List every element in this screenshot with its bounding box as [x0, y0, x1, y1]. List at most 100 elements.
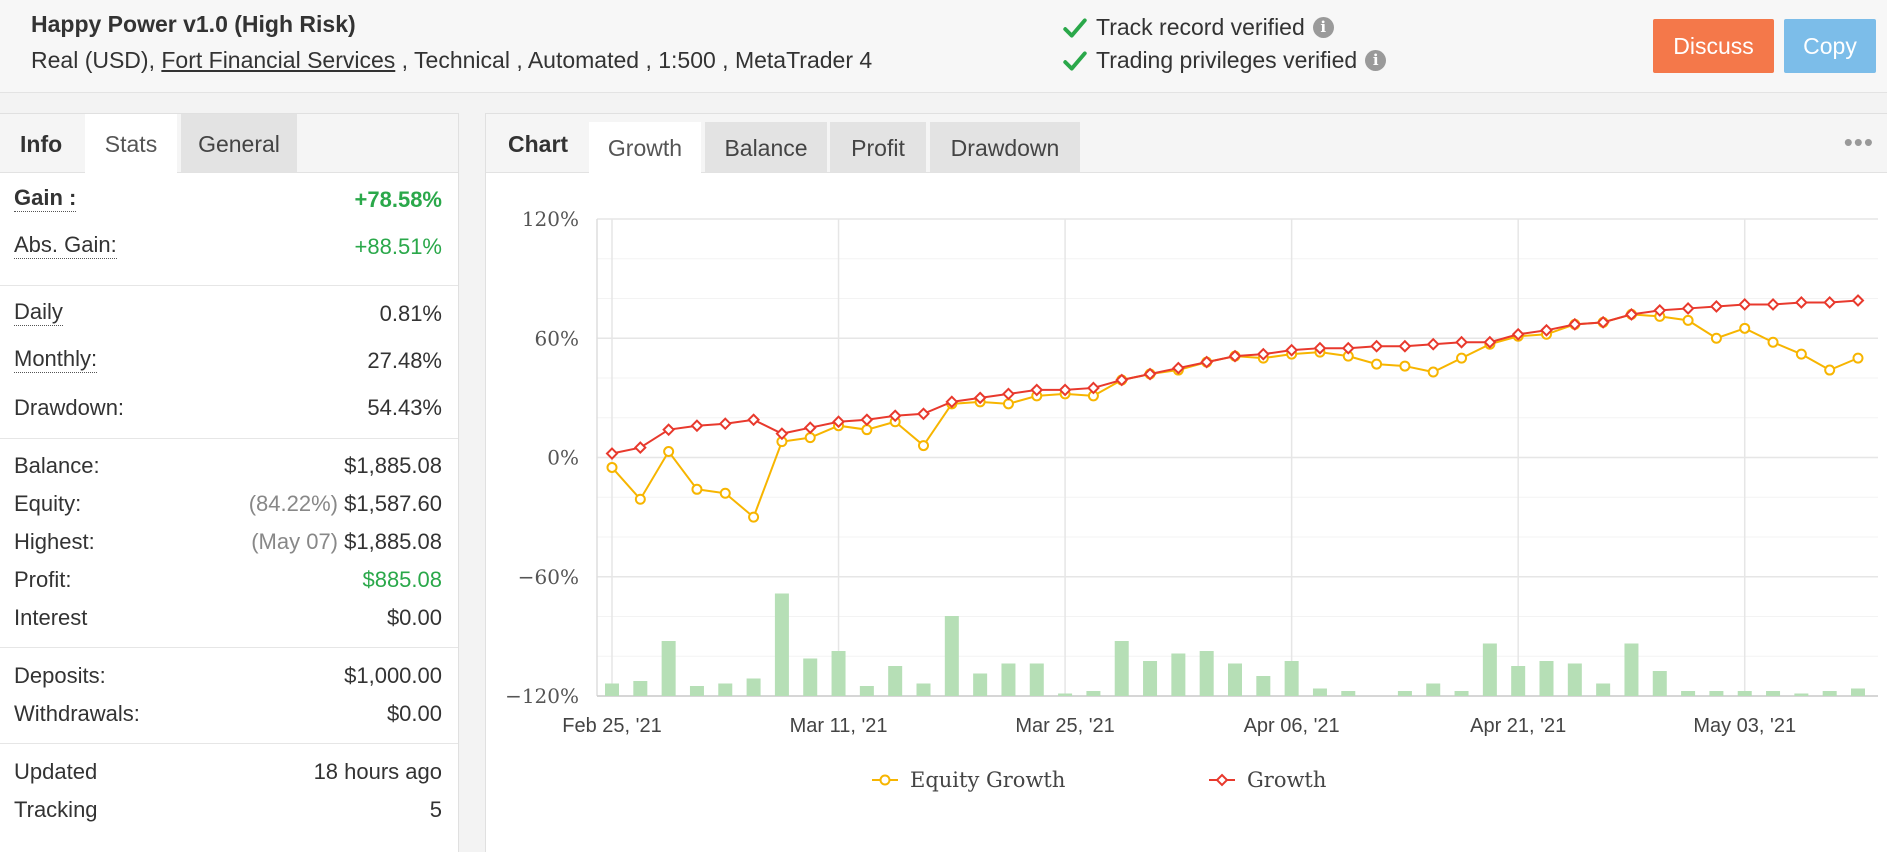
- growth-point: [1115, 373, 1129, 387]
- info-icon[interactable]: i: [1365, 50, 1387, 71]
- equity-growth-point: [1427, 366, 1439, 378]
- withdrawals-value: $0.00: [386, 701, 442, 726]
- stat-profit: Profit: $885.08: [14, 565, 442, 595]
- tab-profit[interactable]: Profit: [830, 122, 926, 172]
- volume-bar: [1851, 688, 1865, 696]
- growth-point: [1228, 349, 1242, 363]
- volume-bar: [1001, 663, 1016, 696]
- monthly-label[interactable]: Monthly:: [14, 346, 98, 373]
- growth-point: [1171, 361, 1185, 375]
- tab-growth[interactable]: Growth: [589, 122, 701, 173]
- profit-label: Profit:: [14, 567, 72, 592]
- profit-value: $885.08: [362, 567, 442, 592]
- equity-growth-point: [1710, 332, 1722, 344]
- growth-point: [775, 427, 789, 441]
- volume-bar: [1228, 663, 1242, 696]
- deposits-value: $1,000.00: [344, 663, 442, 688]
- gain-label[interactable]: Gain :: [14, 185, 77, 212]
- growth-point: [1426, 337, 1440, 351]
- tracking-label: Tracking: [14, 797, 98, 822]
- stats-tabs: Info Stats General: [0, 114, 458, 173]
- growth-point: [1851, 294, 1865, 307]
- x-tick-label: Apr 21, '21: [1470, 715, 1566, 737]
- volume-bar: [1426, 683, 1441, 696]
- volume-bar: [888, 666, 903, 696]
- stat-balance: Balance: $1,885.08: [14, 451, 442, 481]
- tab-balance[interactable]: Balance: [705, 122, 827, 172]
- growth-point: [1766, 298, 1780, 311]
- volume-bar: [1709, 691, 1724, 696]
- tab-general[interactable]: General: [181, 114, 297, 172]
- checkmark-icon: [1063, 17, 1087, 38]
- balance-value: $1,885.08: [344, 453, 442, 478]
- volume-bar: [1539, 661, 1554, 696]
- stat-deposits: Deposits: $1,000.00: [14, 661, 442, 691]
- stat-equity: Equity: (84.22%) $1,587.60: [14, 489, 442, 519]
- legend-marker: [1215, 773, 1229, 787]
- volume-bar: [774, 593, 789, 696]
- equity-growth-point: [719, 487, 731, 499]
- discuss-button[interactable]: Discuss: [1653, 19, 1774, 73]
- equity-growth-point: [1399, 360, 1411, 372]
- growth-point: [1681, 302, 1695, 315]
- y-tick-label: 0%: [547, 446, 579, 470]
- volume-bar: [1511, 666, 1526, 696]
- growth-point: [1709, 300, 1723, 313]
- stat-monthly: Monthly: 27.48%: [14, 346, 442, 376]
- divider: [0, 438, 458, 439]
- copy-button[interactable]: Copy: [1784, 19, 1876, 73]
- volume-bar: [1482, 643, 1497, 696]
- track-record-label: Track record verified: [1096, 14, 1305, 40]
- volume-bar: [1454, 691, 1469, 696]
- equity-growth-point: [804, 432, 816, 444]
- info-icon[interactable]: i: [1312, 17, 1334, 38]
- growth-point: [1511, 327, 1525, 341]
- volume-bar: [605, 683, 619, 696]
- equity-growth-point: [606, 461, 618, 473]
- deposits-label: Deposits:: [14, 663, 106, 688]
- equity-label: Equity:: [14, 491, 82, 516]
- stats-panel: Info Stats General Gain : +78.58% Abs. G…: [0, 113, 459, 852]
- volume-bar: [803, 658, 818, 696]
- volume-bar: [689, 686, 704, 696]
- volume-bar: [859, 686, 874, 696]
- volume-bar: [1058, 693, 1073, 696]
- x-tick-label: Apr 06, '21: [1244, 715, 1340, 737]
- legend-label: Equity Growth: [910, 768, 1065, 792]
- daily-label[interactable]: Daily: [14, 299, 63, 326]
- balance-label: Balance:: [14, 453, 100, 478]
- abs-gain-label[interactable]: Abs. Gain:: [14, 232, 117, 259]
- growth-point: [1483, 335, 1497, 349]
- growth-point: [1398, 339, 1412, 353]
- equity-growth-point: [861, 424, 873, 436]
- equity-growth-point: [1739, 322, 1751, 334]
- system-meta: Real (USD), Fort Financial Services , Te…: [31, 47, 872, 74]
- divider: [0, 647, 458, 648]
- broker-link[interactable]: Fort Financial Services: [161, 47, 396, 73]
- growth-point: [1455, 335, 1468, 349]
- equity-percent: (84.22%): [248, 491, 338, 516]
- growth-point: [973, 391, 987, 405]
- volume-bar: [1596, 683, 1611, 696]
- growth-point: [633, 441, 647, 454]
- volume-bar: [746, 678, 761, 696]
- growth-point: [605, 447, 619, 460]
- tab-info[interactable]: Info: [20, 131, 63, 157]
- growth-point: [1285, 343, 1299, 357]
- growth-point: [662, 423, 676, 437]
- volume-bar: [1199, 651, 1214, 696]
- equity-growth-point: [1371, 358, 1383, 370]
- track-record-verified: Track record verified i: [1062, 14, 1334, 41]
- tab-drawdown[interactable]: Drawdown: [930, 122, 1080, 172]
- chart-tabs-title: Chart: [508, 131, 569, 157]
- volume-bar: [1143, 661, 1158, 696]
- volume-bar: [661, 641, 676, 696]
- growth-point: [1086, 381, 1100, 395]
- equity-growth-point: [1456, 352, 1468, 364]
- volume-bar: [1256, 676, 1271, 696]
- equity-growth-line: [611, 313, 1859, 519]
- growth-point: [945, 395, 959, 409]
- tab-stats[interactable]: Stats: [85, 114, 177, 173]
- chart-menu-icon[interactable]: •••: [1843, 127, 1874, 157]
- trading-privileges-label: Trading privileges verified: [1096, 47, 1358, 73]
